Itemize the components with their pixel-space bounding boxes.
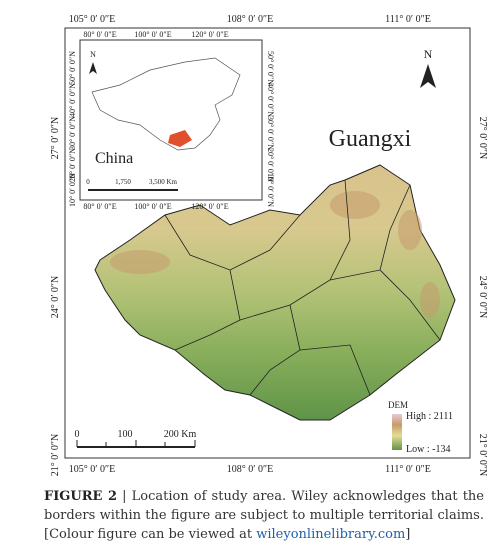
guangxi-highlight bbox=[168, 130, 192, 147]
scale-label: 0 bbox=[75, 429, 80, 440]
lat-label: 27° 0′ 0″N bbox=[50, 117, 61, 160]
inset-lon-label: 100° 0′ 0″E bbox=[134, 30, 171, 39]
inset-lat-label: 50° 0′ 0″N bbox=[266, 51, 275, 85]
lat-label: 21° 0′ 0″N bbox=[477, 434, 488, 477]
caption-text: Location of study area. Wiley acknowledg… bbox=[44, 489, 484, 523]
caption-note-end: ] bbox=[405, 527, 411, 542]
scale-label: 200 Km bbox=[164, 429, 197, 440]
lat-label: 27° 0′ 0″N bbox=[477, 117, 488, 160]
inset-lon-label: 100° 0′ 0″E bbox=[134, 202, 171, 211]
caption-label: FIGURE 2 bbox=[44, 489, 118, 504]
lon-label: 108° 0′ 0″E bbox=[227, 14, 273, 25]
caption-note: [Colour figure can be viewed at bbox=[44, 527, 253, 542]
inset-north-label: N bbox=[90, 50, 96, 59]
inset-scale-label: 3,500 Km bbox=[149, 178, 178, 186]
lat-label: 24° 0′ 0″N bbox=[477, 276, 488, 319]
scale-bar bbox=[76, 440, 196, 448]
inset-lat-label: 30° 0′ 0″N bbox=[68, 116, 77, 150]
inset-lon-label: 120° 0′ 0″E bbox=[191, 30, 228, 39]
legend-title: DEM bbox=[388, 400, 408, 410]
inset-lat-label: 20° 0′ 0″N bbox=[68, 148, 77, 182]
north-label: N bbox=[424, 47, 433, 61]
scale-label: 100 bbox=[118, 429, 133, 440]
legend-high: High : 2111 bbox=[406, 411, 453, 422]
inset-lat-label: 20° 0′ 0″N bbox=[266, 148, 275, 182]
china-outline bbox=[91, 57, 241, 151]
district-borders bbox=[164, 179, 441, 396]
lon-label: 111° 0′ 0″E bbox=[385, 464, 431, 475]
map-title: Guangxi bbox=[329, 126, 412, 152]
legend-ramp bbox=[392, 414, 402, 450]
inset-lon-label: 120° 0′ 0″E bbox=[191, 202, 228, 211]
caption: FIGURE 2 | Location of study area. Wiley… bbox=[44, 487, 484, 544]
inset-lon-label: 80° 0′ 0″E bbox=[83, 30, 116, 39]
inset-north-arrow bbox=[89, 62, 97, 74]
inset-lat-label: 10° 0′ 0″N bbox=[266, 173, 275, 207]
north-arrow bbox=[420, 64, 436, 88]
inset-lat-label: 50° 0′ 0″N bbox=[68, 51, 77, 85]
inset-title: China bbox=[95, 150, 133, 167]
lon-label: 105° 0′ 0″E bbox=[69, 464, 115, 475]
highland-patches bbox=[110, 191, 440, 318]
inset-lat-label: 40° 0′ 0″N bbox=[266, 83, 275, 117]
lon-label: 111° 0′ 0″E bbox=[385, 14, 431, 25]
legend-low: Low : -134 bbox=[406, 444, 450, 455]
lat-label: 24° 0′ 0″N bbox=[50, 276, 61, 319]
inset-map: N China bbox=[79, 39, 263, 201]
map-figure: N Guangxi DEM High : 2111 Low : -134 N C… bbox=[50, 14, 488, 477]
inset-scale-label: 0 bbox=[86, 178, 90, 186]
inset-lat-label: 10° 0′ 0″N bbox=[68, 173, 77, 207]
caption-link[interactable]: wileyonlinelibrary.com bbox=[256, 527, 406, 542]
caption-separator: | bbox=[122, 489, 127, 504]
inset-lat-label: 30° 0′ 0″N bbox=[266, 116, 275, 150]
lon-label: 108° 0′ 0″E bbox=[227, 464, 273, 475]
inset-scale-label: 1,750 bbox=[115, 178, 131, 186]
inset-lat-label: 40° 0′ 0″N bbox=[68, 83, 77, 117]
lon-label: 105° 0′ 0″E bbox=[69, 14, 115, 25]
inset-lon-label: 80° 0′ 0″E bbox=[83, 202, 116, 211]
lat-label: 21° 0′ 0″N bbox=[50, 434, 61, 477]
